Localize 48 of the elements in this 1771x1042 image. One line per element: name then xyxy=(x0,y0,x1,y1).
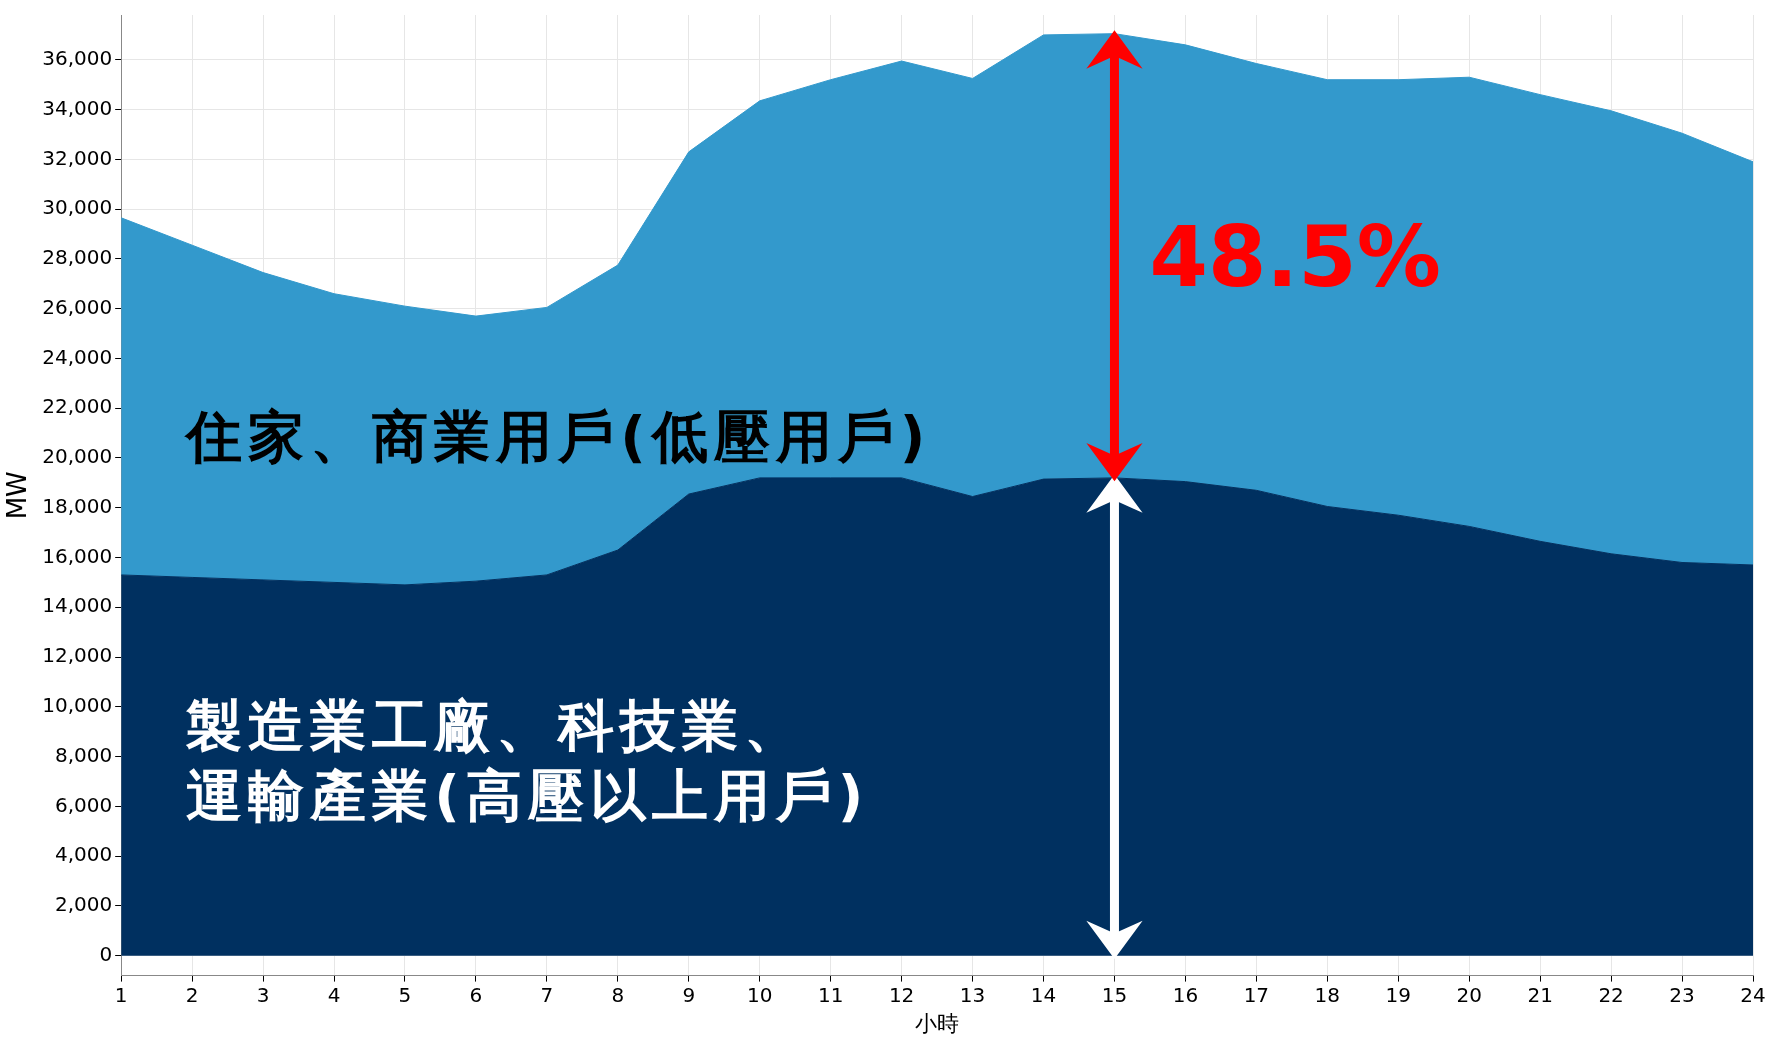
x-tick-label: 15 xyxy=(1101,982,1128,1007)
y-tick-label: 34,000 xyxy=(42,95,113,120)
x-tick-label: 8 xyxy=(611,982,625,1007)
y-tick-label: 10,000 xyxy=(42,693,113,718)
y-tick-label: 22,000 xyxy=(42,394,113,419)
y-tick-label: 14,000 xyxy=(42,593,113,618)
x-tick-label: 21 xyxy=(1527,982,1553,1007)
series-label: 住家、商業用戶(低壓用戶) xyxy=(184,403,932,469)
annotation: 48.5% xyxy=(1149,208,1441,307)
y-tick-label: 20,000 xyxy=(42,444,113,469)
x-tick-label: 14 xyxy=(1030,982,1057,1007)
x-tick-label: 16 xyxy=(1172,982,1199,1007)
y-tick-label: 24,000 xyxy=(42,344,113,369)
x-axis-title: 小時 xyxy=(915,1010,960,1036)
x-tick-label: 20 xyxy=(1456,982,1482,1007)
x-tick-label: 5 xyxy=(398,982,412,1007)
y-tick-label: 0 xyxy=(99,941,113,966)
y-tick-label: 6,000 xyxy=(54,792,113,817)
x-tick-label: 13 xyxy=(959,982,986,1007)
x-tick-label: 17 xyxy=(1243,982,1270,1007)
x-tick-label: 3 xyxy=(256,982,270,1007)
x-tick-label: 12 xyxy=(888,982,915,1007)
x-tick-label: 2 xyxy=(185,982,199,1007)
x-tick-label: 1 xyxy=(114,982,128,1007)
x-tick-label: 23 xyxy=(1669,982,1695,1007)
series-label: 製造業工廠、科技業、運輸產業(高壓以上用戶) xyxy=(185,692,870,828)
x-tick-label: 4 xyxy=(327,982,341,1007)
x-tick-label: 6 xyxy=(469,982,483,1007)
y-tick-label: 36,000 xyxy=(42,46,113,70)
y-tick-label: 18,000 xyxy=(42,493,113,518)
y-tick-label: 28,000 xyxy=(42,245,113,270)
y-tick-label: 30,000 xyxy=(42,195,113,220)
y-tick-label: 2,000 xyxy=(54,892,113,917)
x-tick-label: 18 xyxy=(1314,982,1341,1007)
x-tick-label: 9 xyxy=(682,982,696,1007)
y-tick-label: 26,000 xyxy=(42,294,113,319)
x-tick-label: 22 xyxy=(1598,982,1624,1007)
x-tick-label: 10 xyxy=(746,982,773,1007)
x-tick-label: 19 xyxy=(1385,982,1411,1007)
y-tick-label: 32,000 xyxy=(42,145,113,170)
y-tick-label: 4,000 xyxy=(54,842,113,867)
y-axis-title: MW xyxy=(2,471,33,520)
x-tick-label: 7 xyxy=(540,982,554,1007)
x-tick-label: 24 xyxy=(1740,982,1766,1007)
y-tick-label: 12,000 xyxy=(42,643,113,668)
y-tick-label: 16,000 xyxy=(42,543,113,568)
x-tick-label: 11 xyxy=(817,982,844,1007)
y-tick-label: 8,000 xyxy=(54,742,113,767)
